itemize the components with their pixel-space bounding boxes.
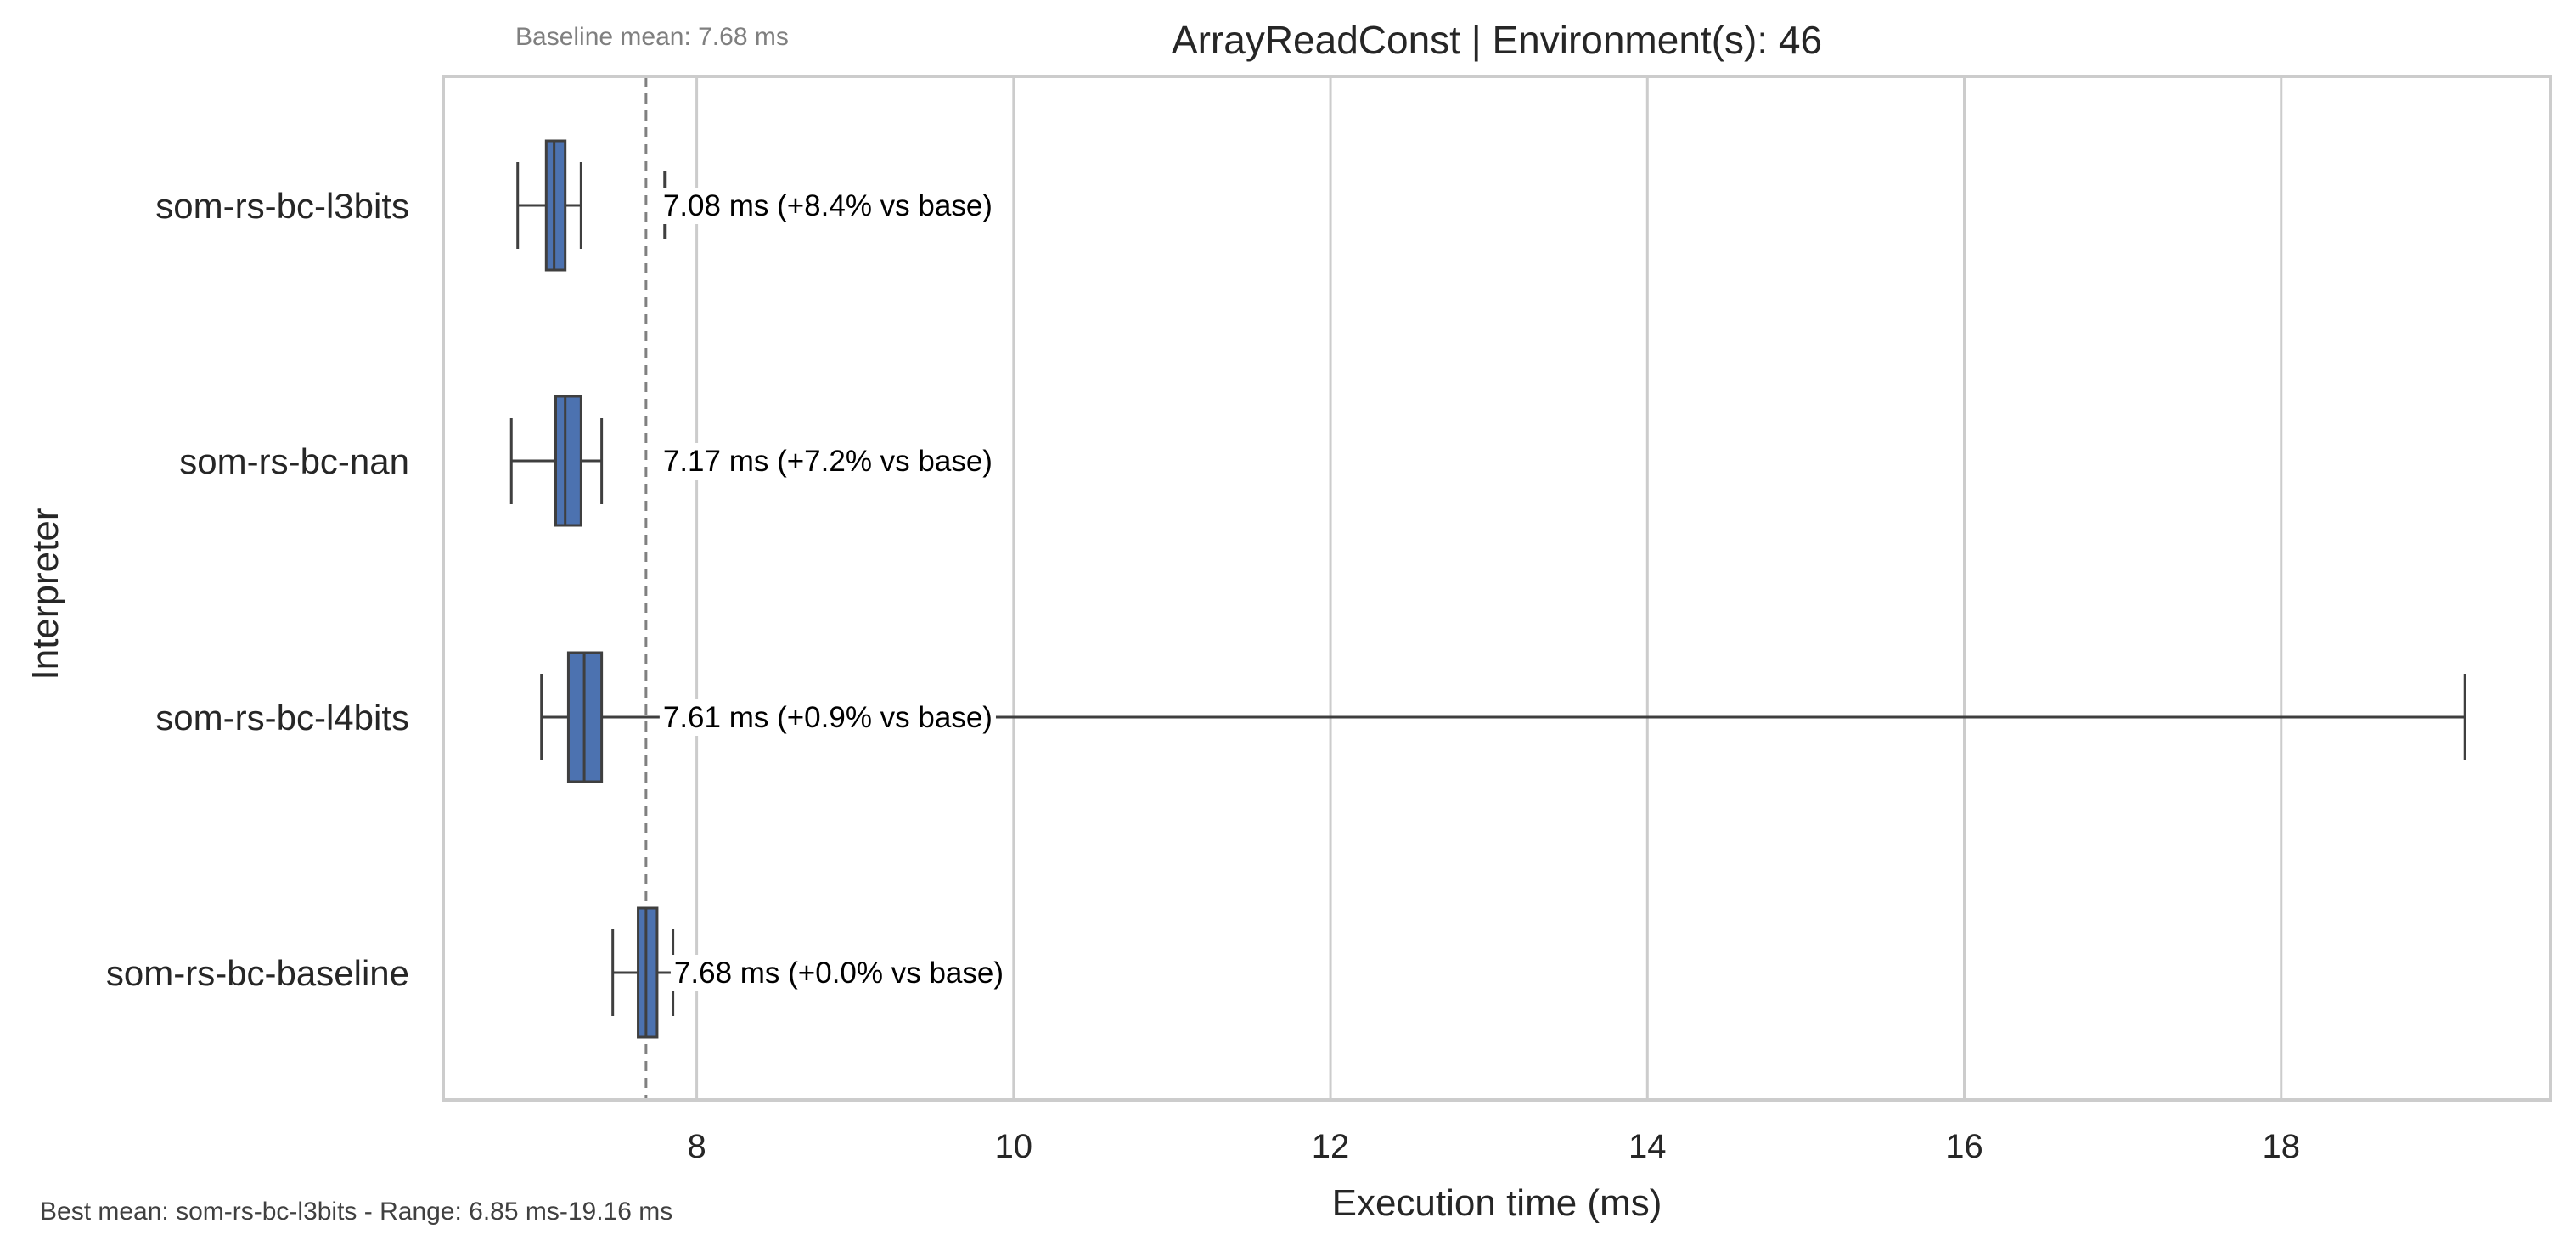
box-som-rs-bc-l4bits: 7.61 ms (+0.9% vs base) [540, 651, 2466, 783]
x-tick-label: 18 [2263, 1128, 2301, 1165]
box-som-rs-bc-baseline: 7.68 ms (+0.0% vs base) [611, 906, 1008, 1039]
data-label-background [659, 188, 996, 224]
data-label: 7.68 ms (+0.0% vs base) [674, 956, 1004, 990]
boxes: 7.08 ms (+8.4% vs base) 7.17 ms (+7.2% vs… [509, 139, 2466, 1039]
y-category-label: som-rs-bc-nan [179, 441, 409, 481]
y-category-label: som-rs-bc-baseline [106, 953, 409, 993]
baseline-mean-label: Baseline mean: 7.68 ms [515, 23, 789, 51]
box-iqr [637, 906, 659, 1039]
box-iqr [554, 395, 582, 527]
box-iqr [544, 139, 567, 272]
x-tick-label: 14 [1628, 1128, 1667, 1165]
box-som-rs-bc-l3bits: 7.08 ms (+8.4% vs base) [516, 139, 996, 272]
data-label: 7.17 ms (+7.2% vs base) [663, 445, 993, 478]
box-som-rs-bc-nan: 7.17 ms (+7.2% vs base) [509, 395, 996, 527]
x-tick-label: 16 [1945, 1128, 1983, 1165]
y-categories: som-rs-bc-l3bits som-rs-bc-nan som-rs-bc-l… [106, 186, 409, 993]
data-label-background [659, 699, 996, 736]
y-axis-label: Interpreter [25, 508, 66, 681]
x-tick-label: 10 [995, 1128, 1033, 1165]
data-label: 7.08 ms (+8.4% vs base) [663, 189, 993, 222]
x-tick-label: 12 [1312, 1128, 1350, 1165]
plot-frame [442, 75, 2552, 1102]
grid [695, 76, 2283, 1100]
data-label-background [670, 955, 1008, 991]
x-axis-label: Execution time (ms) [1332, 1182, 1662, 1224]
x-ticks: 8 10 12 14 16 18 [687, 1128, 2300, 1165]
chart-title: ArrayReadConst | Environment(s): 46 [1172, 18, 1822, 62]
footnote: Best mean: som-rs-bc-l3bits - Range: 6.8… [40, 1198, 672, 1226]
y-category-label: som-rs-bc-l3bits [155, 186, 409, 226]
x-tick-label: 8 [687, 1128, 706, 1165]
data-label: 7.61 ms (+0.9% vs base) [663, 701, 993, 734]
y-category-label: som-rs-bc-l4bits [155, 698, 409, 738]
data-label-background [659, 443, 996, 480]
